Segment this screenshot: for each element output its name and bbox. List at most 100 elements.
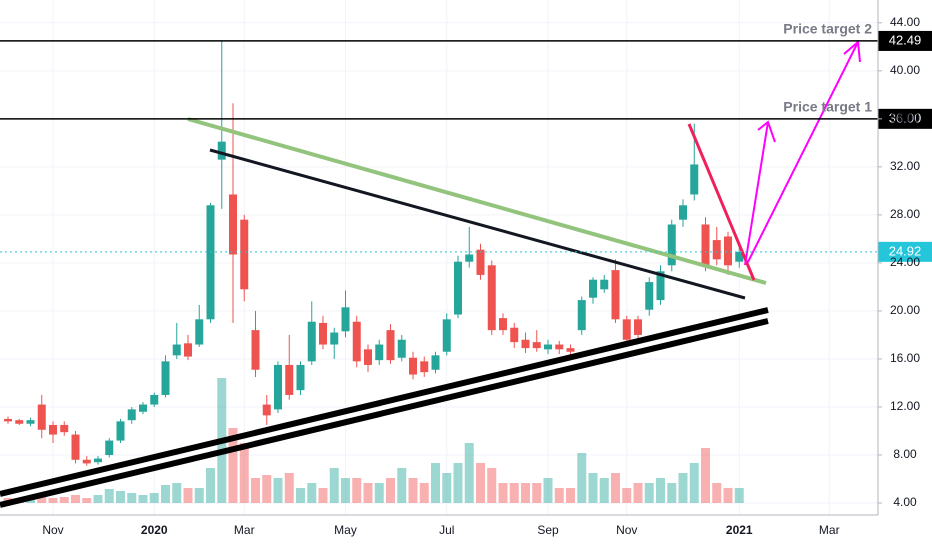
candle-body xyxy=(307,321,316,362)
y-tick-label: 40.00 xyxy=(890,63,920,77)
candle-body xyxy=(4,418,12,422)
x-tick-label: Nov xyxy=(42,523,63,537)
x-tick-label: 2021 xyxy=(726,523,753,537)
levels: Price target 2 42.49 Price target 1 36.00 24… xyxy=(0,21,932,262)
candle-body xyxy=(634,319,642,335)
candle-body xyxy=(37,404,46,430)
volume-bar xyxy=(374,483,384,503)
volume-bar xyxy=(239,443,249,503)
candle-body xyxy=(622,319,631,340)
last-price-label: 24.92 xyxy=(889,243,922,258)
volume-bar xyxy=(82,498,92,503)
candle-body xyxy=(82,459,91,464)
candle-body xyxy=(330,332,339,345)
candle-body xyxy=(589,279,597,298)
volume-bar xyxy=(116,491,125,503)
drawings xyxy=(0,39,861,508)
candle-body xyxy=(195,319,204,345)
candle-body xyxy=(679,205,687,220)
trendline xyxy=(0,307,769,497)
candle-body xyxy=(71,434,80,460)
x-tick-label: Nov xyxy=(616,523,637,537)
volume-bar xyxy=(734,488,744,503)
y-tick-label: 28.00 xyxy=(890,207,920,221)
candle-body xyxy=(656,271,665,301)
candle-body xyxy=(240,219,249,290)
candle-body xyxy=(251,330,260,370)
volume-bar xyxy=(554,488,564,503)
volume-bar xyxy=(566,488,575,503)
volume-bar xyxy=(183,488,193,503)
candle-body xyxy=(15,420,24,424)
volume-bar xyxy=(93,495,103,503)
candle-body xyxy=(724,236,732,266)
volume-bar xyxy=(431,463,440,503)
price-tag-label: 36.00 xyxy=(889,110,922,125)
volume-bar xyxy=(307,483,317,503)
volume-bar xyxy=(37,495,47,503)
price-level-name: Price target 2 xyxy=(783,21,872,37)
candle-body xyxy=(431,355,440,370)
trendline xyxy=(209,148,746,300)
volume-bar xyxy=(509,483,519,503)
candle-body xyxy=(352,321,361,362)
candles xyxy=(4,40,744,466)
x-tick-label: May xyxy=(334,523,357,537)
volume-bar xyxy=(701,448,710,503)
x-tick-label: Jul xyxy=(439,523,454,537)
volume-bar xyxy=(329,468,339,503)
candle-body xyxy=(465,254,474,262)
y-tick-label: 24.00 xyxy=(890,255,920,269)
candle-body xyxy=(262,404,271,416)
volume-bar xyxy=(633,483,643,503)
candle-body xyxy=(116,421,125,441)
volume-bar xyxy=(251,478,260,503)
volume-bar xyxy=(588,473,598,503)
volume-bar xyxy=(543,478,553,503)
candle-body xyxy=(285,364,294,395)
volume-bar xyxy=(104,489,114,503)
volume-bar xyxy=(611,473,620,503)
volume-bar xyxy=(419,483,429,503)
candle-body xyxy=(735,251,744,262)
x-tick-label: 2020 xyxy=(141,523,168,537)
arrow-head xyxy=(843,39,861,63)
candle-body xyxy=(577,300,586,331)
volume-bar xyxy=(172,483,182,503)
candle-body xyxy=(364,349,372,365)
volume-bar xyxy=(262,475,272,503)
volume-bar xyxy=(599,478,609,503)
candle-body xyxy=(26,420,35,424)
candle-body xyxy=(690,164,699,195)
price-tag-label: 42.49 xyxy=(889,32,922,47)
y-tick-label: 44.00 xyxy=(890,15,920,29)
volume-bar xyxy=(498,483,508,503)
volume-bar xyxy=(577,453,587,503)
volume-bar xyxy=(71,495,80,503)
candle-body xyxy=(386,330,395,361)
price-level-name: Price target 1 xyxy=(783,99,872,115)
volume-bar xyxy=(352,478,362,503)
candle-body xyxy=(487,265,496,331)
candle-body xyxy=(454,261,462,315)
candle-body xyxy=(712,240,721,260)
volume-bar xyxy=(487,468,497,503)
candle-body xyxy=(701,224,710,266)
x-tick-label: Mar xyxy=(819,523,840,537)
y-tick-label: 12.00 xyxy=(890,399,920,413)
candle-body xyxy=(172,344,181,356)
volume-bar xyxy=(712,483,722,503)
candle-body xyxy=(611,270,620,320)
volume-bar xyxy=(296,488,305,503)
volume-bar xyxy=(667,483,677,503)
axis: 4.00 8.00 12.00 16.00 20.00 24.00 28.00 32.00 36… xyxy=(42,15,920,537)
candle-body xyxy=(510,327,519,343)
volume-bar xyxy=(453,463,463,503)
last-price-tag xyxy=(878,241,932,262)
y-tick-label: 32.00 xyxy=(890,159,920,173)
volume-bar xyxy=(689,463,699,503)
candle-body xyxy=(217,141,226,160)
y-tick-label: 8.00 xyxy=(893,447,917,461)
candle-body xyxy=(49,424,57,435)
